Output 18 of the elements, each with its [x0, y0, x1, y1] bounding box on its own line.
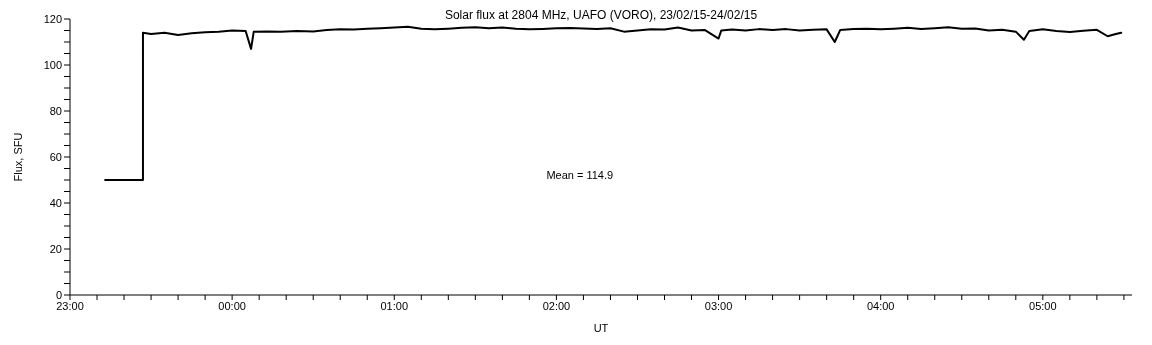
x-tick-label: 00:00: [218, 299, 246, 312]
x-axis-title: UT: [593, 322, 609, 334]
x-tick-label: 01:00: [380, 299, 409, 312]
y-tick-label: 100: [43, 58, 62, 71]
x-tick-label: 02:00: [542, 299, 571, 312]
chart-title: Solar flux at 2804 MHz, UAFO (VORO), 23/02/15-24/02/15: [444, 8, 758, 23]
annotation: Mean = 114.9: [546, 169, 614, 182]
y-tick-label: 20: [49, 242, 62, 255]
y-axis-title: Flux, SFU: [12, 132, 24, 182]
x-tick-label: 23:00: [56, 299, 84, 312]
y-tick-label: 40: [49, 196, 62, 209]
x-tick-label: 05:00: [1029, 299, 1057, 312]
y-tick-label: 60: [49, 150, 62, 163]
y-tick-label: 0: [55, 288, 62, 301]
y-tick-label: 80: [49, 104, 62, 117]
y-tick-label: 120: [43, 12, 62, 25]
x-tick-label: 04:00: [866, 299, 895, 312]
x-tick-label: 03:00: [704, 299, 733, 312]
